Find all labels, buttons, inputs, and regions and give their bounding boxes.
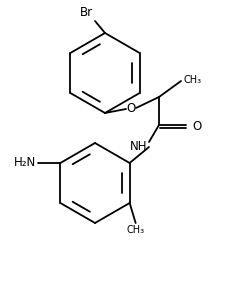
Text: O: O <box>126 103 136 115</box>
Text: CH₃: CH₃ <box>126 225 145 235</box>
Text: Br: Br <box>80 6 93 19</box>
Text: CH₃: CH₃ <box>183 75 201 85</box>
Text: NH: NH <box>130 141 148 154</box>
Text: O: O <box>192 120 201 132</box>
Text: H₂N: H₂N <box>14 156 36 170</box>
